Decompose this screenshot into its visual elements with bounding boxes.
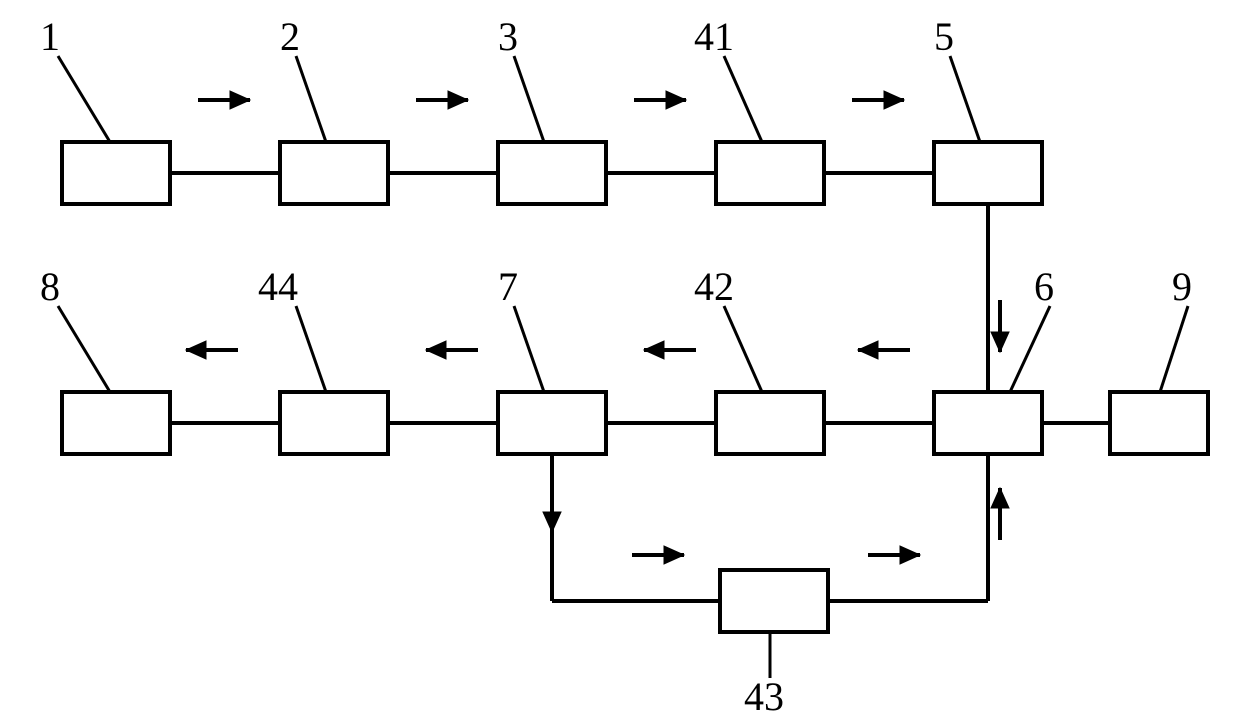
label-l6: 6: [1034, 264, 1054, 309]
label-l3: 3: [498, 14, 518, 59]
label-l9: 9: [1172, 264, 1192, 309]
label-l41: 41: [694, 14, 734, 59]
label-l5: 5: [934, 14, 954, 59]
label-l2: 2: [280, 14, 300, 59]
label-l44: 44: [258, 264, 298, 309]
canvas-bg: [0, 0, 1240, 722]
label-l8: 8: [40, 264, 60, 309]
label-l43: 43: [744, 674, 784, 719]
label-l42: 42: [694, 264, 734, 309]
label-l7: 7: [498, 264, 518, 309]
label-l1: 1: [40, 14, 60, 59]
